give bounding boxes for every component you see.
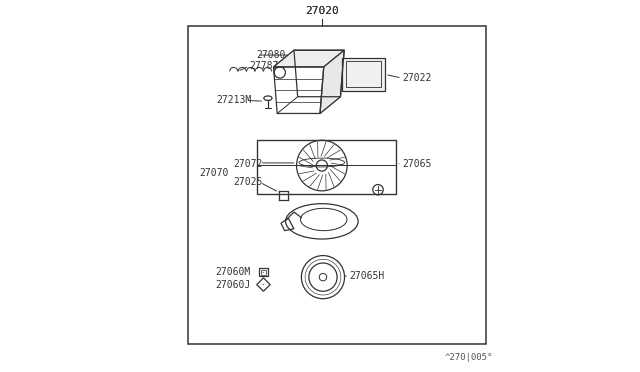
Bar [346, 61, 381, 87]
Text: 27070: 27070 [199, 168, 228, 178]
Bar [188, 26, 486, 344]
Text: 27060M: 27060M [215, 267, 250, 277]
Text: 27065H: 27065H [349, 271, 384, 281]
Text: 27065: 27065 [402, 159, 431, 169]
Text: 27020: 27020 [305, 6, 339, 16]
Text: 27025: 27025 [234, 177, 263, 187]
Polygon shape [320, 50, 344, 113]
Text: 27060J: 27060J [215, 280, 250, 289]
Polygon shape [273, 50, 344, 67]
Text: 27787: 27787 [250, 61, 278, 71]
Text: 27020: 27020 [305, 6, 339, 16]
Bar [342, 58, 385, 91]
Text: 27022: 27022 [402, 73, 431, 83]
Text: 27080: 27080 [257, 50, 286, 60]
Bar [257, 140, 396, 194]
Bar [261, 270, 266, 275]
Text: 27213M: 27213M [216, 96, 251, 105]
Text: 27072: 27072 [234, 159, 263, 169]
Bar [259, 268, 268, 276]
Text: ^270|005°: ^270|005° [445, 353, 493, 362]
